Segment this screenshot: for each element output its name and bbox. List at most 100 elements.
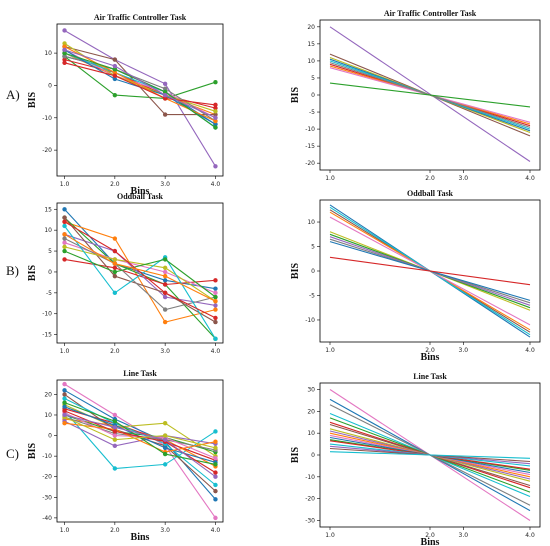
- data-point: [162, 307, 168, 312]
- data-point: [213, 278, 218, 283]
- plot-frame: [56, 23, 224, 177]
- data-point: [112, 57, 118, 62]
- data-point: [112, 437, 118, 442]
- plot-frame: [56, 202, 224, 344]
- data-point: [213, 102, 218, 108]
- x-tick-label: 3.0: [160, 527, 170, 534]
- y-tick-label: 10: [44, 50, 52, 57]
- y-tick-label: -5: [309, 292, 315, 299]
- y-axis-label: BIS: [27, 443, 38, 460]
- series-line-9: [64, 246, 216, 302]
- y-tick-label: 0: [311, 452, 315, 459]
- y-tick-label: 10: [44, 227, 52, 234]
- y-tick-label: 0: [311, 268, 315, 275]
- data-point: [213, 109, 218, 114]
- chart-panel-2: Air Traffic Controller Task BIS -20 -15 -10 -…: [290, 9, 541, 182]
- chart-panel-1: Air Traffic Controller Task BIS Bins -20 -10…: [27, 13, 224, 197]
- series-line-8: [64, 238, 216, 311]
- y-tick-label: 0: [48, 269, 52, 276]
- series-line-18: [329, 451, 531, 459]
- y-tick-label: -20: [305, 160, 315, 167]
- series-line-15: [64, 49, 216, 119]
- x-tick-label: 3.0: [459, 347, 469, 354]
- data-point: [162, 319, 168, 325]
- data-point: [213, 319, 218, 325]
- series-line-10: [329, 82, 531, 108]
- x-tick-label: 2.0: [425, 347, 435, 354]
- data-point: [62, 236, 67, 241]
- x-tick-label: 3.0: [160, 348, 170, 355]
- data-point: [162, 86, 168, 91]
- y-tick-label: -5: [46, 290, 52, 297]
- series-line-13: [64, 233, 216, 302]
- data-point: [62, 244, 67, 250]
- y-tick-label: -10: [42, 115, 52, 122]
- data-point: [162, 112, 168, 117]
- x-tick-label: 4.0: [525, 347, 535, 354]
- panel-title: Oddball Task: [117, 192, 164, 201]
- data-point: [213, 122, 218, 127]
- x-tick-label: 2.0: [110, 527, 120, 534]
- y-tick-label: 15: [307, 41, 315, 48]
- data-point: [62, 412, 67, 418]
- x-tick-label: 2.0: [425, 532, 435, 539]
- y-tick-label: 0: [48, 433, 52, 440]
- y-tick-label: 10: [307, 430, 315, 437]
- y-tick-label: -10: [305, 317, 315, 324]
- panel-title: Air Traffic Controller Task: [384, 9, 477, 18]
- data-point: [112, 418, 118, 424]
- data-point: [213, 105, 218, 111]
- y-tick-label: 0: [311, 92, 315, 99]
- series-line-9: [64, 42, 216, 112]
- data-point: [62, 257, 67, 262]
- series-line-1: [329, 26, 531, 162]
- chart-panel-3: Oddball Task BIS -15 -10 -5 0 5 10 15 1.0 2.0 3.0 4.…: [27, 192, 224, 355]
- y-axis-label: BIS: [27, 92, 38, 109]
- data-point: [213, 515, 218, 521]
- data-point: [112, 236, 118, 241]
- data-point: [62, 400, 67, 405]
- data-point: [162, 96, 168, 101]
- series-line-2: [64, 389, 216, 500]
- data-point: [112, 63, 118, 69]
- data-point: [162, 462, 168, 467]
- series-line-6: [64, 217, 216, 323]
- data-point: [62, 57, 67, 62]
- series-line-10: [64, 52, 216, 128]
- data-point: [62, 404, 67, 409]
- series-line-12: [64, 221, 216, 319]
- data-point: [112, 273, 118, 279]
- data-point: [62, 54, 67, 59]
- x-tick-label: 3.0: [459, 532, 469, 539]
- series-line-11: [329, 256, 531, 286]
- data-point: [213, 164, 218, 169]
- y-tick-label: -30: [42, 494, 52, 501]
- data-point: [213, 125, 218, 130]
- data-point: [213, 294, 218, 300]
- data-point: [62, 28, 67, 33]
- data-point: [62, 41, 67, 46]
- y-tick-label: 5: [311, 244, 315, 251]
- y-tick-label: -10: [42, 453, 52, 460]
- y-tick-label: -10: [42, 311, 52, 318]
- y-tick-label: 10: [307, 58, 315, 65]
- x-tick-label: 1.0: [60, 348, 70, 355]
- row-label-c: C): [6, 446, 19, 461]
- x-tick-label: 1.0: [60, 181, 70, 188]
- y-tick-label: 0: [48, 82, 52, 89]
- data-point: [112, 70, 118, 75]
- data-point: [213, 429, 218, 434]
- data-point: [62, 388, 67, 393]
- data-point: [213, 439, 218, 444]
- y-tick-label: -10: [305, 474, 315, 481]
- data-point: [112, 466, 118, 471]
- row-label-a: A): [6, 87, 20, 102]
- data-point: [162, 421, 168, 426]
- y-axis-label: BIS: [290, 263, 301, 280]
- y-axis-label: BIS: [290, 87, 301, 104]
- data-point: [112, 425, 118, 430]
- y-tick-label: -20: [305, 496, 315, 503]
- data-point: [62, 219, 67, 225]
- data-point: [62, 223, 67, 229]
- data-point: [213, 118, 218, 124]
